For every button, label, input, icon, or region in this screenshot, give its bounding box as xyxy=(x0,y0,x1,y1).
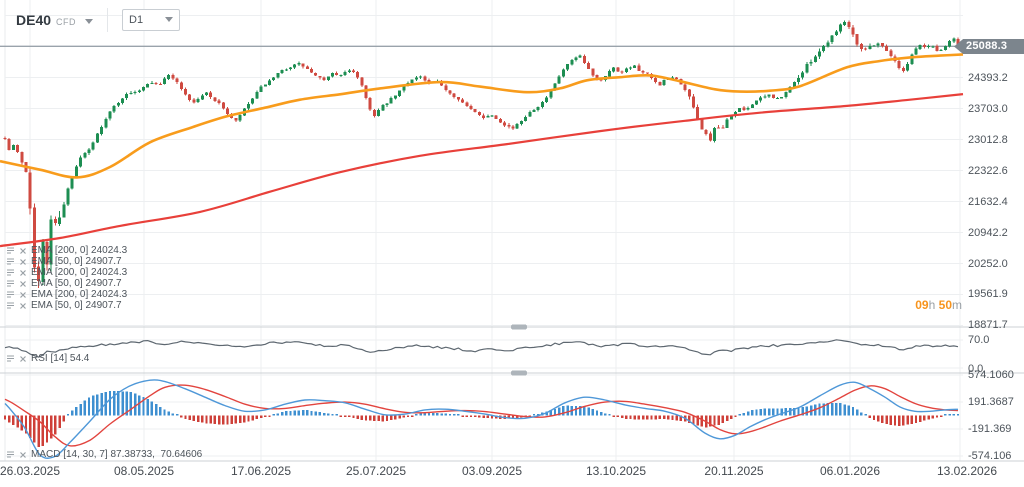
date-tick-label: 13.10.2025 xyxy=(585,464,647,478)
countdown-minutes: 50 xyxy=(938,298,952,312)
indicator-label: EMA [200, 0] 24024.3 xyxy=(31,267,128,278)
settings-icon[interactable] xyxy=(6,301,15,310)
close-icon[interactable] xyxy=(19,302,27,310)
header-separator xyxy=(107,8,109,32)
indicator-label: EMA [200, 0] 24024.3 xyxy=(31,289,128,300)
instrument-type-label: CFD xyxy=(56,17,77,27)
date-tick-label: 25.07.2025 xyxy=(345,464,407,478)
pane-divider-handle[interactable] xyxy=(511,370,527,376)
indicator-label: RSI [14] 54.4 xyxy=(31,353,90,364)
close-icon[interactable] xyxy=(19,355,27,363)
macd-histogram xyxy=(3,390,960,448)
price-tick-label: 20942.2 xyxy=(968,226,1008,239)
indicator-row-ema200: EMA [200, 0] 24024.3 xyxy=(6,289,127,300)
settings-icon[interactable] xyxy=(6,257,15,266)
current-price-value: 25088.3 xyxy=(966,40,1008,52)
chevron-down-icon xyxy=(85,19,94,24)
date-tick-label: 26.03.2025 xyxy=(0,464,61,478)
indicator-row-ema200: EMA [200, 0] 24024.3 xyxy=(6,245,127,256)
macd-line xyxy=(4,379,959,459)
settings-icon[interactable] xyxy=(6,290,15,299)
price-tick-label: 20252.0 xyxy=(968,257,1008,270)
close-icon[interactable] xyxy=(19,247,27,255)
price-tick-label: 18871.7 xyxy=(968,319,1008,332)
chevron-down-icon xyxy=(165,16,174,22)
price-tick-label: 24393.2 xyxy=(968,71,1008,84)
indicator-label: EMA [50, 0] 24907.7 xyxy=(31,278,122,289)
price-tick-label: 22322.6 xyxy=(968,164,1008,177)
indicator-row-rsi: RSI [14] 54.4 xyxy=(6,353,89,364)
close-icon[interactable] xyxy=(19,269,27,277)
countdown-hours: 09 xyxy=(915,298,929,312)
timeframe-value: D1 xyxy=(129,14,144,26)
ema200-line xyxy=(0,93,964,248)
pane-divider-handle[interactable] xyxy=(511,324,527,330)
indicator-row-ema50: EMA [50, 0] 24907.7 xyxy=(6,300,122,311)
macd-tick-label: 574.1060 xyxy=(968,369,1014,381)
indicator-label: EMA [50, 0] 24907.7 xyxy=(31,300,122,311)
countdown-minutes-unit: m xyxy=(952,298,962,312)
indicator-row-ema50: EMA [50, 0] 24907.7 xyxy=(6,278,122,289)
ema50-line xyxy=(0,53,964,179)
symbol-name: DE40 xyxy=(16,12,52,28)
date-tick-label: 17.06.2025 xyxy=(230,464,292,478)
current-price-badge: 25088.3 xyxy=(954,39,1024,54)
price-tick-label: 23703.0 xyxy=(968,102,1008,115)
settings-icon[interactable] xyxy=(6,268,15,277)
price-tick-label: 23012.8 xyxy=(968,133,1008,146)
candle-countdown: 09h 50m xyxy=(915,298,962,312)
chart-header: DE40 CFD D1 xyxy=(16,8,181,32)
settings-icon[interactable] xyxy=(6,279,15,288)
indicator-label: EMA [200, 0] 24024.3 xyxy=(31,245,128,256)
countdown-hours-unit: h xyxy=(928,298,936,312)
pane-dividers xyxy=(0,324,1024,462)
settings-icon[interactable] xyxy=(6,450,15,459)
rsi-tick-label: 0.0 xyxy=(968,363,984,375)
rsi-line xyxy=(4,339,959,358)
rsi-tick-label: 70.0 xyxy=(968,334,990,346)
close-icon[interactable] xyxy=(19,291,27,299)
indicator-row-ema200: EMA [200, 0] 24024.3 xyxy=(6,267,127,278)
settings-icon[interactable] xyxy=(6,354,15,363)
indicator-row-macd: MACD [14, 30, 7] 87.38733, 70.64606 xyxy=(6,449,202,460)
price-tick-label: 21632.4 xyxy=(968,195,1008,208)
grid-layer xyxy=(4,0,963,461)
candles-layer xyxy=(3,20,960,288)
indicator-row-ema50: EMA [50, 0] 24907.7 xyxy=(6,256,122,267)
indicator-label: EMA [50, 0] 24907.7 xyxy=(31,256,122,267)
close-icon[interactable] xyxy=(19,451,27,459)
date-tick-label: 20.11.2025 xyxy=(704,464,764,478)
macd-tick-label: 191.3687 xyxy=(968,396,1014,408)
macd-tick-label: -574.106 xyxy=(968,450,1012,462)
symbol-selector[interactable]: DE40 CFD xyxy=(16,12,94,28)
timeframe-selector[interactable]: D1 xyxy=(122,9,181,31)
close-icon[interactable] xyxy=(19,258,27,266)
macd-signal-line xyxy=(4,384,959,447)
settings-icon[interactable] xyxy=(6,246,15,255)
indicator-label: MACD [14, 30, 7] 87.38733, 70.64606 xyxy=(31,449,203,460)
close-icon[interactable] xyxy=(19,280,27,288)
date-tick-label: 03.09.2025 xyxy=(461,464,523,478)
macd-tick-label: -191.369 xyxy=(968,423,1012,435)
date-tick-label: 08.05.2025 xyxy=(113,464,175,478)
price-tick-label: 19561.9 xyxy=(968,288,1008,301)
date-tick-label: 13.02.2026 xyxy=(936,464,998,478)
date-tick-label: 06.01.2026 xyxy=(819,464,881,478)
